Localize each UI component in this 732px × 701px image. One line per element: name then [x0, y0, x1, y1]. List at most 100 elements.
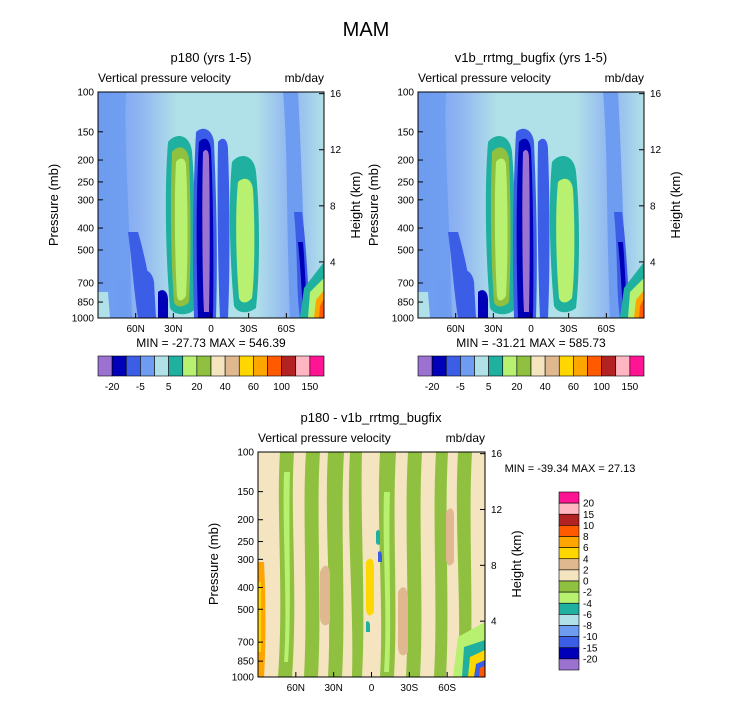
colorbar-label: 100 — [593, 382, 610, 393]
y2-tick-label: 4 — [650, 257, 656, 268]
y-tick-label: 400 — [397, 224, 414, 235]
colorbar-label: 5 — [486, 382, 492, 393]
colorbar-box — [196, 355, 212, 377]
y-tick-label: 400 — [237, 583, 254, 594]
y-tick-label: 850 — [77, 298, 94, 309]
colorbar-box — [502, 355, 518, 377]
variable-label: Vertical pressure velocity — [98, 71, 231, 85]
colorbar-label: 20 — [511, 382, 523, 393]
colorbar-box — [210, 355, 226, 377]
y-tick-label: 300 — [77, 195, 94, 206]
colorbar-box — [474, 355, 489, 377]
y-tick-label: 1000 — [72, 314, 95, 325]
y-tick-label: 700 — [237, 638, 254, 649]
y-tick-label: 150 — [77, 127, 94, 138]
x-tick-label: 60S — [277, 324, 295, 335]
y2-axis-label: Height (km) — [668, 171, 683, 238]
colorbar-box — [558, 547, 580, 560]
x-tick-label: 60N — [126, 324, 144, 335]
y2-tick-label: 8 — [330, 201, 336, 212]
colorbar-label: 4 — [583, 554, 589, 565]
x-tick-label: 60N — [446, 324, 464, 335]
colorbar: -20 -5 5 20 40 60 100 150 — [417, 355, 645, 393]
colorbar-label: 150 — [622, 382, 639, 393]
panel-title: p180 (yrs 1-5) — [171, 50, 252, 65]
y-tick-label: 500 — [237, 605, 254, 616]
colorbar-box — [182, 355, 198, 377]
stats-label: MIN = -27.73 MAX = 546.39 — [136, 336, 286, 350]
y-tick-label: 150 — [237, 487, 254, 498]
colorbar-box — [154, 355, 169, 377]
y-tick-label: 700 — [397, 278, 414, 289]
y-tick-label: 100 — [77, 88, 94, 99]
y-tick-label: 250 — [77, 177, 94, 188]
y-tick-label: 250 — [237, 537, 254, 548]
colorbar-box — [97, 355, 113, 377]
colorbar-box — [460, 355, 475, 377]
y-tick-label: 1000 — [232, 673, 255, 684]
colorbar-box — [168, 355, 184, 377]
contour-field — [258, 452, 485, 677]
y-axis-label: Pressure (mb) — [46, 164, 61, 246]
colorbar-box — [431, 355, 447, 377]
colorbar-box — [629, 355, 645, 377]
colorbar-box — [558, 355, 574, 377]
colorbar-box — [601, 355, 617, 377]
colorbar-box — [544, 355, 560, 377]
colorbar-box — [558, 602, 580, 615]
x-tick-label: 30N — [324, 683, 342, 694]
colorbar-label: 40 — [220, 382, 232, 393]
y2-tick-label: 16 — [491, 449, 503, 460]
y-tick-label: 300 — [237, 555, 254, 566]
colorbar-box — [445, 355, 461, 377]
units-label: mb/day — [285, 71, 324, 85]
y-tick-label: 150 — [397, 127, 414, 138]
colorbar-label: -15 — [583, 643, 598, 654]
colorbar: -20 -5 5 20 40 60 100 150 — [97, 355, 325, 393]
y-tick-label: 200 — [77, 156, 94, 167]
y-tick-label: 500 — [397, 245, 414, 256]
colorbar-box — [558, 513, 580, 526]
colorbar-label: 60 — [568, 382, 580, 393]
colorbar-label: -20 — [583, 654, 598, 665]
panel-title: p180 - v1b_rrtmg_bugfix — [301, 410, 442, 425]
y2-tick-label: 4 — [491, 617, 497, 628]
y2-axis-label: Height (km) — [348, 171, 363, 238]
colorbar-box — [111, 355, 127, 377]
y-axis-label: Pressure (mb) — [206, 523, 221, 605]
x-tick-label: 0 — [369, 683, 375, 694]
stats-label: MIN = -31.21 MAX = 585.73 — [456, 336, 606, 350]
colorbar-label: 6 — [583, 543, 589, 554]
colorbar-box — [558, 491, 580, 504]
y-tick-label: 850 — [237, 657, 254, 668]
colorbar-box — [587, 355, 602, 377]
x-tick-label: 60S — [597, 324, 615, 335]
colorbar-label: 10 — [583, 521, 595, 532]
colorbar-box — [267, 355, 282, 377]
y2-tick-label: 8 — [491, 561, 497, 572]
y-tick-label: 100 — [397, 88, 414, 99]
y2-tick-label: 12 — [650, 145, 662, 156]
contour-field — [418, 92, 644, 318]
colorbar-label: -4 — [583, 599, 592, 610]
colorbar-box — [558, 625, 580, 637]
x-tick-label: 60S — [438, 683, 456, 694]
x-tick-label: 30N — [484, 324, 502, 335]
colorbar-box — [558, 591, 580, 604]
colorbar-label: 20 — [191, 382, 203, 393]
variable-label: Vertical pressure velocity — [258, 431, 391, 445]
colorbar-box — [558, 525, 580, 537]
colorbar-label: -20 — [425, 382, 440, 393]
y2-tick-label: 12 — [330, 145, 342, 156]
colorbar-box — [125, 355, 141, 377]
y2-axis-label: Height (km) — [509, 530, 524, 597]
colorbar-label: -5 — [456, 382, 465, 393]
units-label: mb/day — [446, 431, 485, 445]
y2-tick-label: 4 — [330, 257, 336, 268]
colorbar-box — [224, 355, 240, 377]
colorbar-box — [516, 355, 532, 377]
colorbar-label: -10 — [583, 632, 598, 643]
colorbar-label: -5 — [136, 382, 145, 393]
colorbar-box — [558, 647, 580, 660]
stats-label: MIN = -39.34 MAX = 27.13 — [505, 463, 636, 475]
